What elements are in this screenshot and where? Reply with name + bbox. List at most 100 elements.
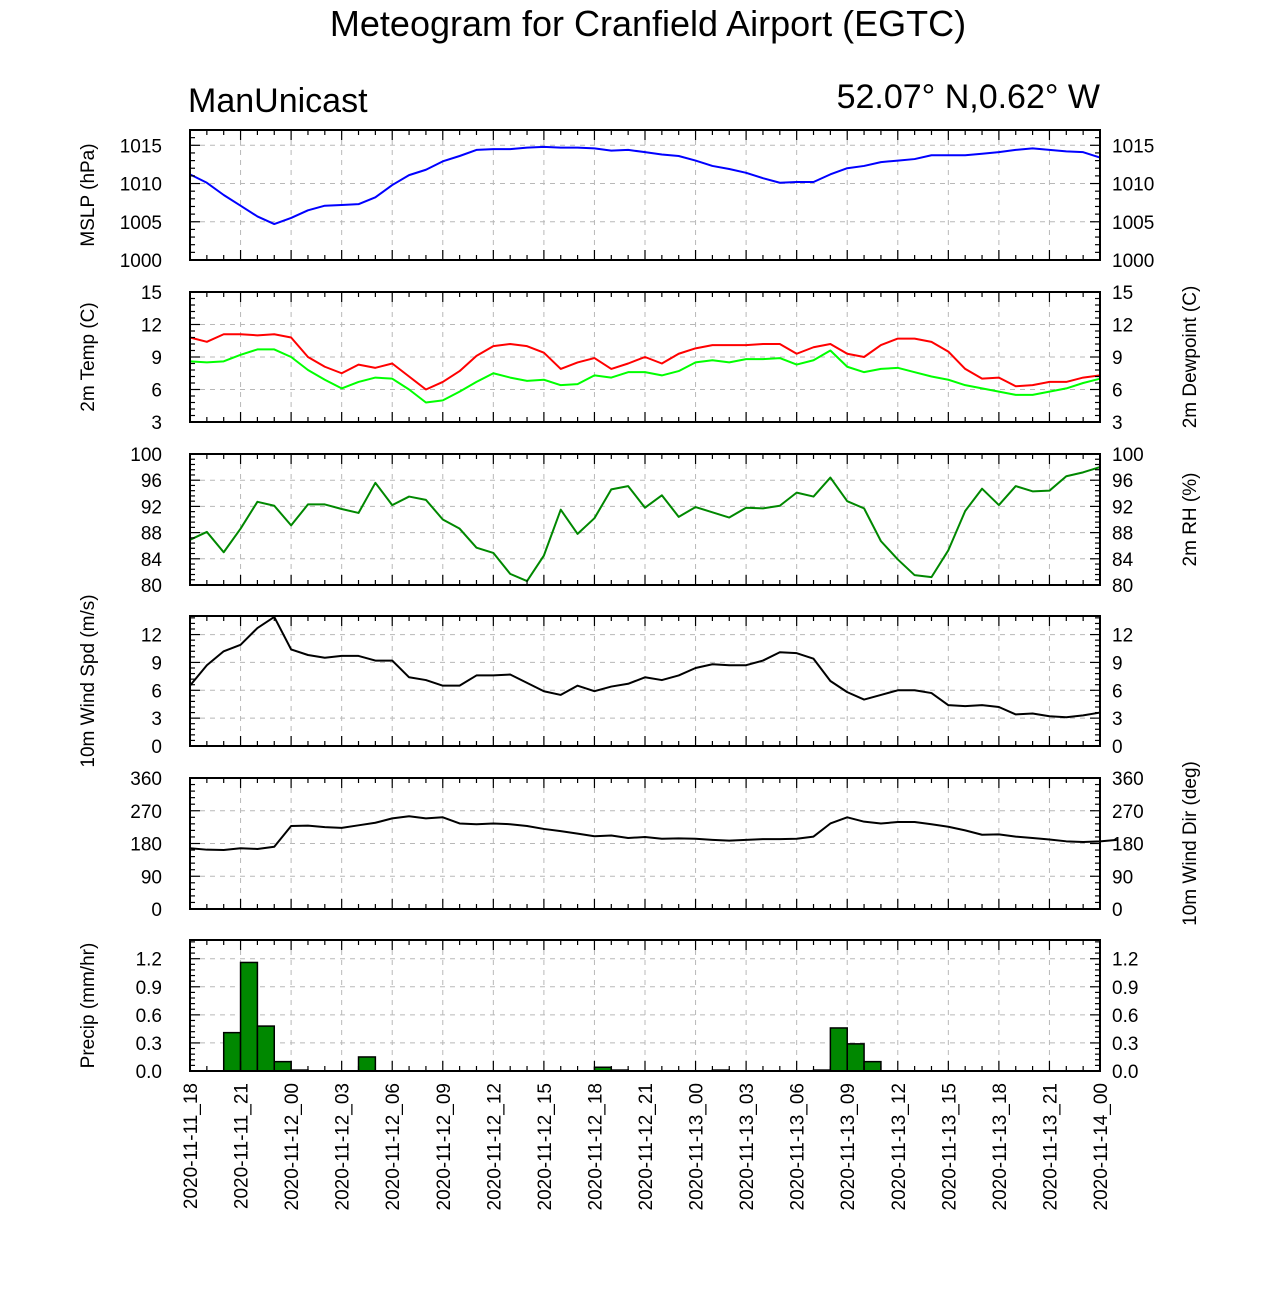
y-tick-label-left: 6 <box>151 381 162 402</box>
x-tick-label: 2020-11-13_12 <box>889 1083 910 1210</box>
series-line-mslp-0 <box>189 145 1101 226</box>
y-tick-label-left: 9 <box>151 348 162 369</box>
y-axis-title-right-wdir: 10m Wind Dir (deg) <box>1180 761 1201 926</box>
y-tick-label-left: 100 <box>130 445 162 466</box>
x-tick-label: 2020-11-12_09 <box>434 1083 455 1210</box>
x-tick-label: 2020-11-12_21 <box>636 1083 657 1210</box>
y-tick-label-right: 1.2 <box>1112 950 1138 971</box>
y-tick-label-left: 180 <box>130 835 162 856</box>
y-tick-label-left: 0 <box>151 737 162 758</box>
y-tick-label-left: 84 <box>141 550 163 571</box>
y-tick-label-right: 6 <box>1112 381 1123 402</box>
y-tick-label-right: 0.6 <box>1112 1006 1138 1027</box>
series-line-temp-1 <box>189 348 1101 404</box>
y-tick-label-right: 270 <box>1112 802 1144 823</box>
y-tick-label-right: 80 <box>1112 576 1133 597</box>
y-tick-label-right: 15 <box>1112 283 1133 304</box>
y-tick-label-left: 0.9 <box>136 978 162 999</box>
series-line-wspd-0 <box>189 615 1101 719</box>
y-tick-label-right: 1010 <box>1112 175 1154 196</box>
y-tick-label-right: 1015 <box>1112 136 1154 157</box>
y-axis-title-left-temp: 2m Temp (C) <box>78 302 99 411</box>
chart-title: Meteogram for Cranfield Airport (EGTC) <box>330 3 966 44</box>
x-tick-label: 2020-11-13_15 <box>939 1083 960 1210</box>
y-tick-label-right: 3 <box>1112 709 1123 730</box>
x-tick-label: 2020-11-12_18 <box>585 1083 606 1210</box>
y-tick-label-right: 9 <box>1112 348 1123 369</box>
y-tick-label-left: 1015 <box>120 136 162 157</box>
x-tick-label: 2020-11-13_03 <box>737 1083 758 1210</box>
x-tick-label: 2020-11-13_18 <box>990 1083 1011 1210</box>
x-tick-label: 2020-11-12_15 <box>535 1083 556 1210</box>
y-tick-label-right: 96 <box>1112 471 1133 492</box>
y-tick-label-right: 0 <box>1112 737 1123 758</box>
y-tick-label-left: 6 <box>151 681 162 702</box>
x-tick-label: 2020-11-12_03 <box>333 1083 354 1210</box>
y-tick-label-left: 1005 <box>120 213 162 234</box>
y-tick-label-left: 96 <box>141 471 162 492</box>
x-tick-label: 2020-11-13_21 <box>1040 1083 1061 1210</box>
y-tick-label-left: 1010 <box>120 175 162 196</box>
x-axis: 2020-11-11_18 2020-11-11_21 2020-11-12_00 2… <box>181 1083 1112 1210</box>
precip-bar <box>846 1043 865 1072</box>
y-tick-label-right: 100 <box>1112 445 1144 466</box>
y-tick-label-right: 12 <box>1112 316 1133 337</box>
panel-temp: 3 3 6 6 9 9 12 12 15 15 2m Temp (C) 2m Dewpoint (C) <box>78 283 1201 434</box>
y-axis-title-left-wspd: 10m Wind Spd (m/s) <box>78 594 99 767</box>
precip-bar <box>829 1027 848 1072</box>
y-tick-label-left: 12 <box>141 316 162 337</box>
precip-bar <box>239 961 259 1072</box>
y-tick-label-right: 90 <box>1112 867 1133 888</box>
y-tick-label-left: 92 <box>141 497 162 518</box>
precip-bar <box>357 1056 377 1072</box>
x-tick-label: 2020-11-11_18 <box>181 1083 202 1209</box>
panel-rh: 80 80 84 84 88 88 92 92 96 96 100 100 2m RH (%) <box>130 445 1201 597</box>
x-tick-label: 2020-11-13_00 <box>687 1083 708 1210</box>
y-tick-label-right: 12 <box>1112 626 1133 647</box>
series-line-temp-0 <box>189 333 1101 391</box>
y-tick-label-left: 3 <box>151 413 162 434</box>
y-tick-label-left: 90 <box>141 867 162 888</box>
x-tick-label: 2020-11-12_00 <box>282 1083 303 1210</box>
y-tick-label-left: 0 <box>151 900 162 921</box>
y-tick-label-right: 360 <box>1112 769 1144 790</box>
y-tick-label-left: 3 <box>151 709 162 730</box>
y-tick-label-left: 360 <box>130 769 162 790</box>
model-label: ManUnicast <box>188 82 368 120</box>
x-tick-label: 2020-11-11_21 <box>232 1083 253 1209</box>
series-line-rh-0 <box>189 466 1101 583</box>
y-axis-title-left-mslp: MSLP (hPa) <box>78 143 99 246</box>
y-tick-label-left: 0.3 <box>136 1034 162 1055</box>
y-tick-label-right: 180 <box>1112 835 1144 856</box>
x-tick-label: 2020-11-12_06 <box>383 1083 404 1210</box>
panel-precip: 0.0 0.0 0.3 0.3 0.6 0.6 0.9 0.9 1.2 1.2 Precip (mm… <box>78 939 1138 1083</box>
y-tick-label-right: 0.0 <box>1112 1062 1138 1083</box>
y-tick-label-left: 80 <box>141 576 162 597</box>
y-tick-label-right: 0 <box>1112 900 1123 921</box>
y-tick-label-right: 1000 <box>1112 251 1154 272</box>
y-tick-label-right: 0.9 <box>1112 978 1138 999</box>
y-tick-label-left: 1.2 <box>136 950 162 971</box>
x-tick-label: 2020-11-12_12 <box>484 1083 505 1210</box>
y-tick-label-left: 0.6 <box>136 1006 162 1027</box>
y-tick-label-right: 1005 <box>1112 213 1154 234</box>
y-tick-label-left: 12 <box>141 626 162 647</box>
location-label: 52.07° N,0.62° W <box>837 78 1100 116</box>
precip-bar <box>256 1025 276 1072</box>
y-tick-label-left: 1000 <box>120 251 162 272</box>
y-axis-title-right-rh: 2m RH (%) <box>1180 473 1201 567</box>
precip-bar <box>863 1060 882 1072</box>
x-tick-label: 2020-11-14_00 <box>1091 1083 1112 1210</box>
precip-bar <box>273 1060 292 1072</box>
series-line-wdir-0 <box>189 815 1117 852</box>
y-tick-label-right: 3 <box>1112 413 1123 434</box>
y-axis-title-left-precip: Precip (mm/hr) <box>78 943 99 1069</box>
y-tick-label-right: 6 <box>1112 681 1123 702</box>
panel-wspd: 0 0 3 3 6 6 9 9 12 12 10m Wind Spd (m/s) <box>78 594 1133 767</box>
precip-bar <box>222 1031 242 1072</box>
x-tick-label: 2020-11-13_06 <box>788 1083 809 1210</box>
y-axis-title-right-temp: 2m Dewpoint (C) <box>1180 286 1201 429</box>
y-tick-label-right: 92 <box>1112 497 1133 518</box>
